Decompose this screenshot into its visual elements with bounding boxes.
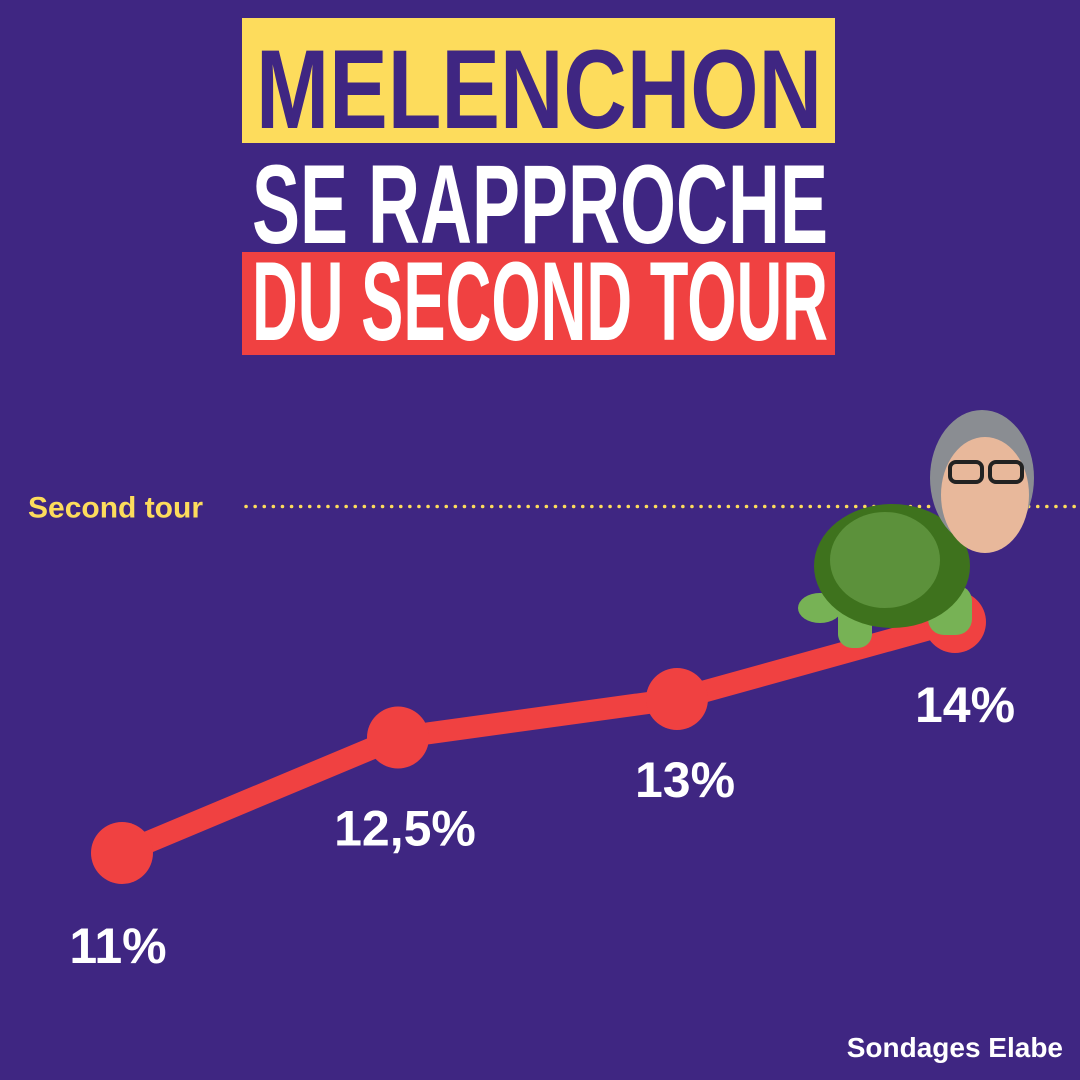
glasses — [988, 460, 1024, 484]
point — [91, 822, 153, 884]
title-line: DU SECOND TOUR — [252, 239, 828, 364]
turtle-illustration — [798, 410, 1034, 648]
title-box-yellow — [242, 18, 835, 143]
face — [941, 437, 1029, 553]
turtle-shell-pattern — [830, 512, 940, 608]
value-label: 12,5% — [334, 801, 476, 857]
title-box-red — [242, 252, 835, 355]
point — [367, 706, 429, 769]
value-label: 11% — [69, 918, 166, 974]
title-line: SE RAPPROCHE — [252, 142, 828, 267]
title-line: MELENCHON — [256, 27, 822, 152]
glasses — [948, 460, 984, 484]
line — [117, 611, 958, 864]
threshold-label: Second tour — [28, 492, 203, 525]
point — [646, 668, 708, 730]
value-label: 13% — [635, 752, 735, 808]
source: Sondages Elabe — [847, 1032, 1063, 1063]
value-label: 14% — [915, 677, 1015, 733]
